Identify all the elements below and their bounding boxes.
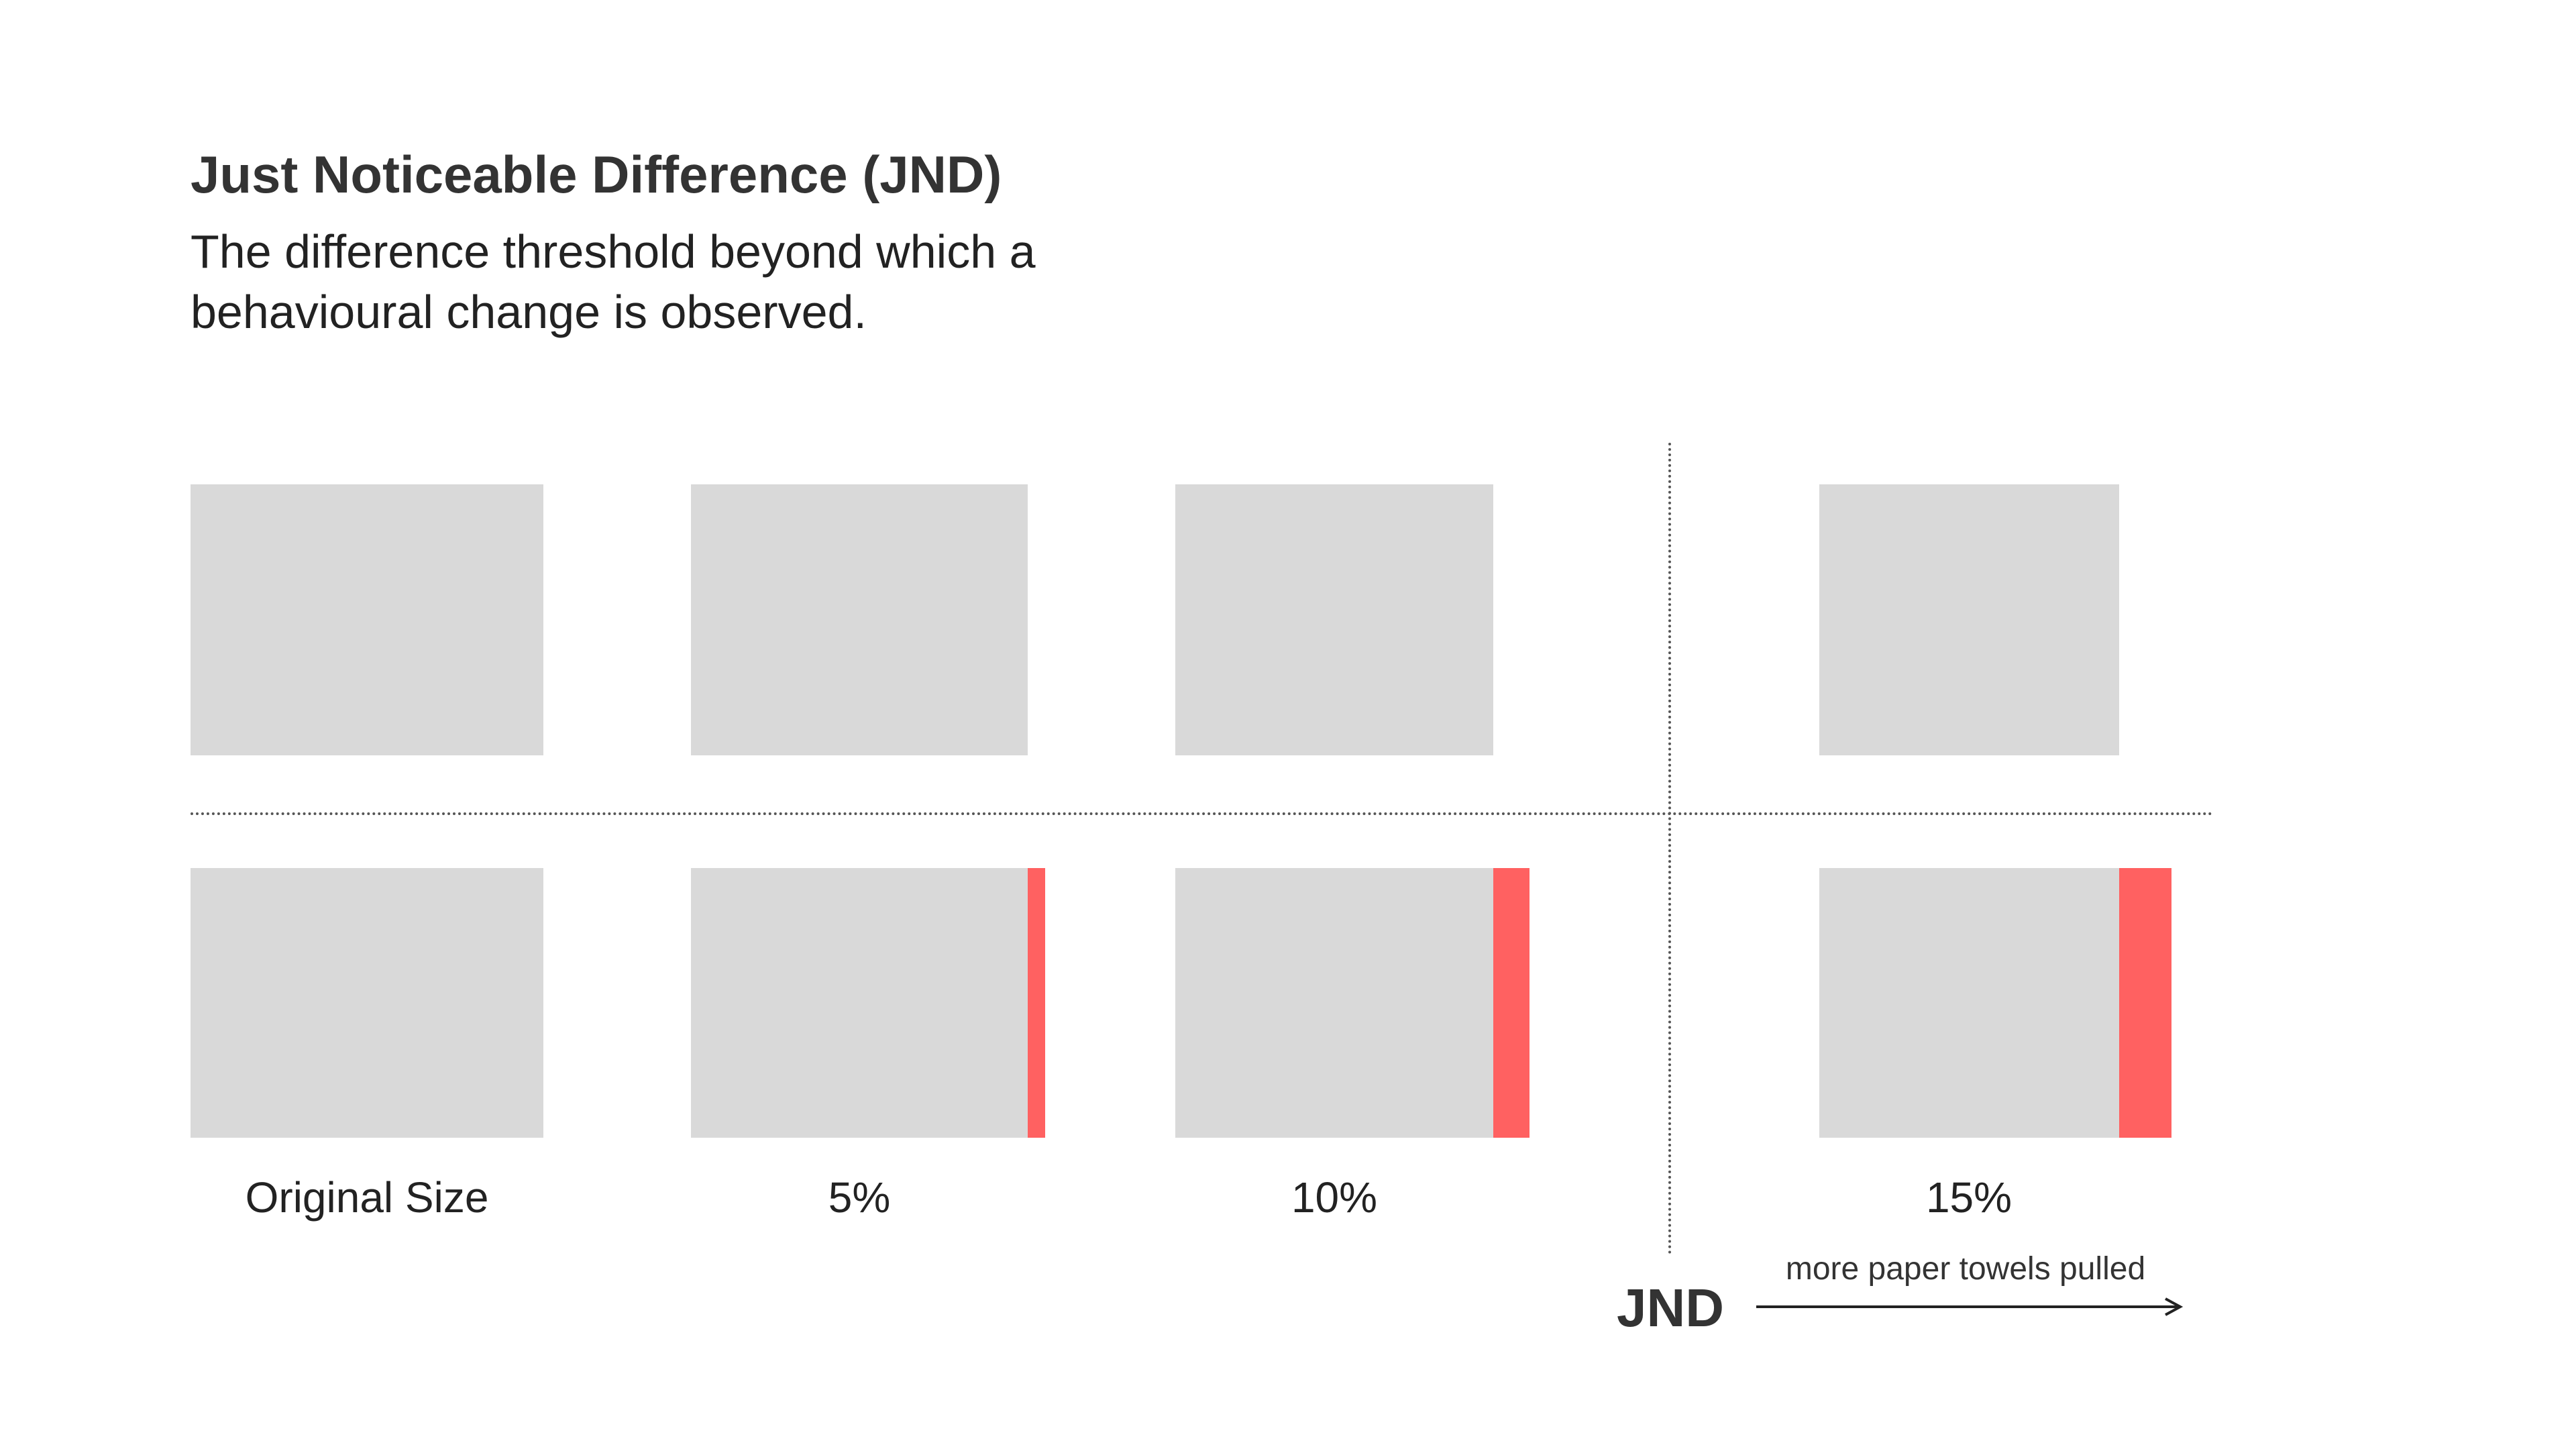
box-top-15 xyxy=(1819,484,2119,755)
label-15-percent: 15% xyxy=(1925,1173,2012,1222)
subtitle: The difference threshold beyond which a … xyxy=(191,221,1331,342)
box-top-10 xyxy=(1175,484,1493,755)
box-bottom-5 xyxy=(691,868,1028,1138)
subtitle-line-2: behavioural change is observed. xyxy=(191,286,867,338)
arrow-label: more paper towels pulled xyxy=(1785,1251,2146,1287)
right-arrow-icon xyxy=(1756,1297,2184,1316)
increase-bar-15 xyxy=(2119,868,2171,1138)
box-bottom-original xyxy=(191,868,543,1138)
box-bottom-10 xyxy=(1175,868,1493,1138)
jnd-threshold-line xyxy=(1668,443,1671,1254)
label-5-percent: 5% xyxy=(828,1173,891,1222)
box-bottom-15 xyxy=(1819,868,2119,1138)
box-top-5 xyxy=(691,484,1028,755)
increase-bar-5 xyxy=(1028,868,1045,1138)
box-top-original xyxy=(191,484,543,755)
page-title: Just Noticeable Difference (JND) xyxy=(191,145,1002,204)
increase-bar-10 xyxy=(1493,868,1529,1138)
label-10-percent: 10% xyxy=(1291,1173,1378,1222)
horizontal-divider xyxy=(191,812,2214,815)
label-original-size: Original Size xyxy=(245,1173,489,1222)
jnd-label: JND xyxy=(1616,1278,1725,1338)
subtitle-line-1: The difference threshold beyond which a xyxy=(191,225,1036,278)
